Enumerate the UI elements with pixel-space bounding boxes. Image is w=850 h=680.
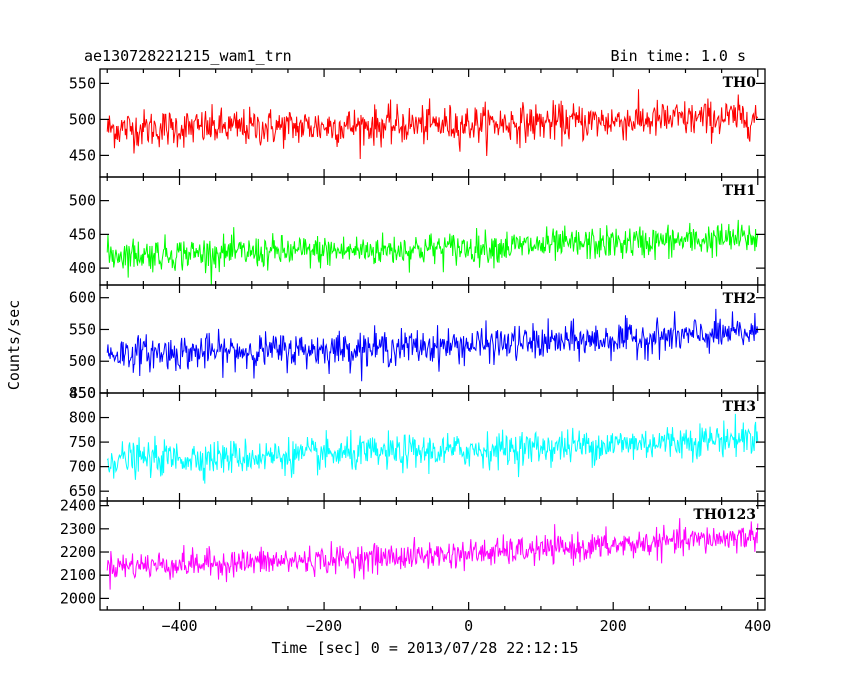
panel-label-th1: TH1 bbox=[723, 183, 756, 199]
y-tick-label: 500 bbox=[69, 192, 96, 210]
panel-th0123: 2000 2100 2200 2300 2400 TH0123 bbox=[60, 497, 766, 611]
y-tick-label: 450 bbox=[69, 225, 96, 243]
y-axis-label: Counts/sec bbox=[5, 300, 23, 390]
y-tick-label: 800 bbox=[69, 409, 96, 427]
y-tick-label: 2400 bbox=[60, 497, 96, 515]
chart-title: ae130728221215_wam1_trn bbox=[84, 47, 292, 65]
y-tick-label: 2000 bbox=[60, 589, 96, 607]
y-tick-label: 700 bbox=[69, 458, 96, 476]
y-tick-label: 550 bbox=[69, 74, 96, 92]
y-tick-label: 500 bbox=[69, 110, 96, 128]
panel-label-th2: TH2 bbox=[723, 291, 756, 307]
series-line-th2 bbox=[106, 308, 759, 382]
series-line-th0123 bbox=[106, 518, 759, 590]
panel-label-th0: TH0 bbox=[723, 75, 757, 91]
y-tick-label: 2300 bbox=[60, 520, 96, 538]
y-tick-label: 850 bbox=[69, 384, 96, 402]
x-tick-label: −400 bbox=[161, 617, 197, 635]
y-tick-label: 450 bbox=[69, 384, 96, 402]
y-tick-label: 600 bbox=[69, 289, 96, 307]
panel-label-th3: TH3 bbox=[723, 399, 756, 415]
y-tick-label: 500 bbox=[69, 352, 96, 370]
panels-group: 450 500 550 TH0 400 450 500 TH1 450 500 550 600 TH2 6… bbox=[60, 68, 771, 635]
panel-frame bbox=[99, 500, 766, 611]
panel-th0: 450 500 550 TH0 bbox=[69, 68, 766, 178]
series-line-th0 bbox=[106, 89, 759, 160]
x-tick-label: 0 bbox=[464, 617, 473, 635]
series-line-th1 bbox=[106, 219, 759, 285]
y-tick-label: 650 bbox=[69, 482, 96, 500]
panel-th3: 650 700 750 800 850 TH3 bbox=[69, 384, 766, 502]
panel-frame bbox=[99, 176, 766, 286]
x-tick-label: 200 bbox=[600, 617, 627, 635]
y-tick-label: 2100 bbox=[60, 566, 96, 584]
x-tick-label: 400 bbox=[744, 617, 771, 635]
panel-th1: 400 450 500 TH1 bbox=[69, 176, 766, 286]
y-tick-label: 450 bbox=[69, 146, 96, 164]
y-tick-label: 550 bbox=[69, 320, 96, 338]
series-line-th3 bbox=[106, 413, 759, 484]
x-tick-label: −200 bbox=[306, 617, 342, 635]
panel-th2: 450 500 550 600 TH2 bbox=[69, 284, 766, 402]
y-tick-label: 400 bbox=[69, 259, 96, 277]
bin-time-label: Bin time: 1.0 s bbox=[611, 47, 746, 65]
x-axis-label: Time [sec] 0 = 2013/07/28 22:12:15 bbox=[271, 639, 578, 657]
y-tick-label: 750 bbox=[69, 433, 96, 451]
y-tick-label: 2200 bbox=[60, 543, 96, 561]
panel-label-th0123: TH0123 bbox=[693, 507, 756, 523]
